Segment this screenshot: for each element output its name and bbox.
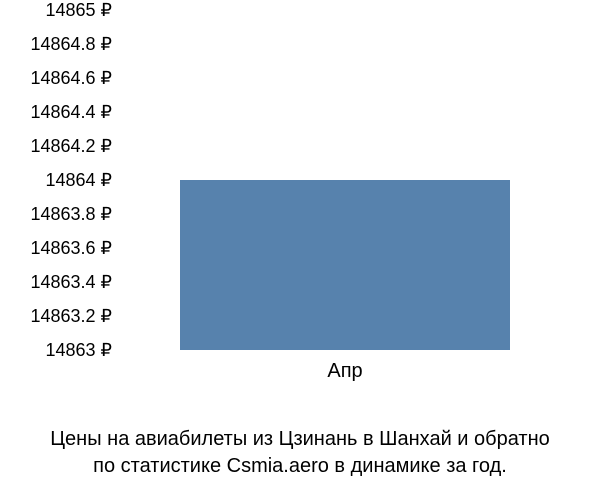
plot-region [125, 10, 565, 350]
y-tick-label: 14863 ₽ [45, 341, 112, 359]
y-tick-label: 14864.8 ₽ [30, 35, 112, 53]
y-tick-label: 14863.2 ₽ [30, 307, 112, 325]
y-tick-label: 14864.2 ₽ [30, 137, 112, 155]
y-tick-label: 14863.8 ₽ [30, 205, 112, 223]
y-tick-label: 14864 ₽ [45, 171, 112, 189]
y-tick-label: 14863.4 ₽ [30, 273, 112, 291]
price-chart: 14865 ₽14864.8 ₽14864.6 ₽14864.4 ₽14864.… [0, 10, 600, 410]
bar [180, 180, 510, 350]
chart-caption: Цены на авиабилеты из Цзинань в Шанхай и… [0, 426, 600, 480]
y-tick-label: 14864.6 ₽ [30, 69, 112, 87]
x-axis: Апр [125, 360, 565, 390]
y-axis: 14865 ₽14864.8 ₽14864.6 ₽14864.4 ₽14864.… [0, 10, 120, 350]
y-tick-label: 14863.6 ₽ [30, 239, 112, 257]
caption-line-2: по статистике Csmia.aero в динамике за г… [0, 453, 600, 480]
caption-line-1: Цены на авиабилеты из Цзинань в Шанхай и… [0, 426, 600, 453]
y-tick-label: 14864.4 ₽ [30, 103, 112, 121]
y-tick-label: 14865 ₽ [45, 1, 112, 19]
x-tick-label: Апр [327, 360, 362, 383]
